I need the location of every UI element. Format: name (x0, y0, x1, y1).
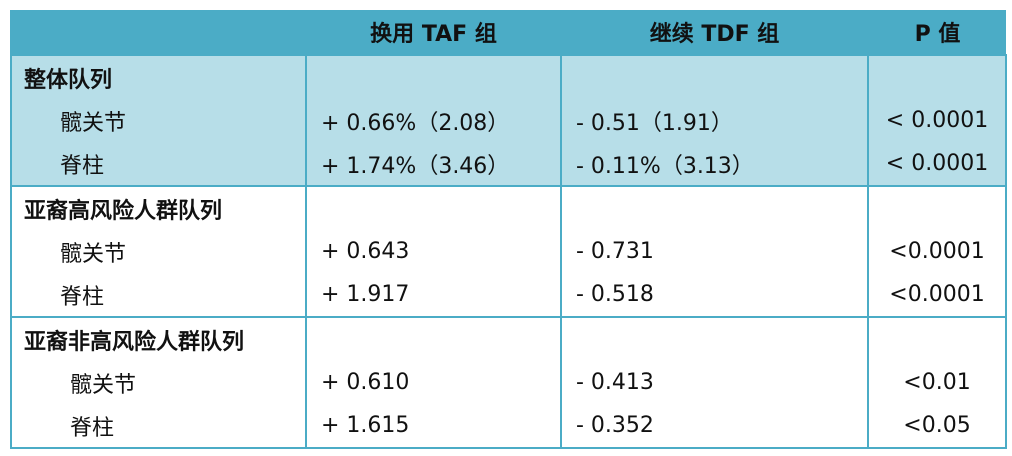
value-cell: < 0.0001 (867, 142, 1007, 187)
value-cell: - 0.518 (560, 273, 869, 318)
value-cell: <0.0001 (867, 230, 1007, 273)
group-title: 亚裔高风险人群队列 (10, 185, 307, 230)
empty-cell (867, 316, 1007, 361)
row-label: 髋关节 (10, 99, 307, 142)
data-row: 脊柱 + 1.615- 0.352 <0.05 (10, 404, 1007, 449)
value-cell: <0.05 (867, 404, 1007, 449)
value-cell: - 0.413 (560, 361, 869, 404)
group-title-row: 亚裔非高风险人群队列 (10, 316, 1007, 361)
value-cell: - 0.51（1.91） (560, 99, 869, 142)
row-label: 髋关节 (10, 361, 307, 404)
value-cell: + 1.74%（3.46） (305, 142, 562, 187)
header-cell: P 值 (867, 10, 1006, 55)
group-title-row: 整体队列 (10, 54, 1007, 99)
empty-cell (305, 185, 562, 230)
empty-cell (560, 185, 869, 230)
data-row: 髋关节 + 0.610- 0.413 <0.01 (10, 361, 1007, 404)
data-row: 脊柱 + 1.917- 0.518 <0.0001 (10, 273, 1007, 318)
results-table: 换用 TAF 组 继续 TDF 组 P 值 整体队列 髋关节 + 0.66%（2.0… (10, 10, 1007, 449)
value-cell: < 0.0001 (867, 99, 1007, 142)
value-cell: - 0.11%（3.13） (560, 142, 869, 187)
header-cell (10, 10, 306, 55)
table-container: 换用 TAF 组 继续 TDF 组 P 值 整体队列 髋关节 + 0.66%（2.0… (10, 10, 1007, 449)
empty-cell (867, 185, 1007, 230)
value-cell: + 0.643 (305, 230, 562, 273)
empty-cell (867, 54, 1007, 99)
header-cell: 继续 TDF 组 (560, 10, 868, 55)
value-cell: + 0.66%（2.08） (305, 99, 562, 142)
header-cell: 换用 TAF 组 (305, 10, 561, 55)
row-label: 髋关节 (10, 230, 307, 273)
data-row: 脊柱 + 1.74%（3.46） - 0.11%（3.13） < 0.0001 (10, 142, 1007, 187)
group-title-row: 亚裔高风险人群队列 (10, 185, 1007, 230)
data-row: 髋关节 + 0.643- 0.731 <0.0001 (10, 230, 1007, 273)
row-label: 脊柱 (10, 273, 307, 318)
group-title: 整体队列 (10, 54, 307, 99)
header-row: 换用 TAF 组 继续 TDF 组 P 值 (10, 10, 1006, 55)
value-cell: - 0.352 (560, 404, 869, 449)
value-cell: <0.01 (867, 361, 1007, 404)
value-cell: + 0.610 (305, 361, 562, 404)
data-row: 髋关节 + 0.66%（2.08） - 0.51（1.91） < 0.0001 (10, 99, 1007, 142)
value-cell: - 0.731 (560, 230, 869, 273)
value-cell: + 1.615 (305, 404, 562, 449)
group-title: 亚裔非高风险人群队列 (10, 316, 307, 361)
row-label: 脊柱 (10, 142, 307, 187)
empty-cell (560, 54, 869, 99)
value-cell: + 1.917 (305, 273, 562, 318)
row-label: 脊柱 (10, 404, 307, 449)
value-cell: <0.0001 (867, 273, 1007, 318)
empty-cell (305, 316, 562, 361)
empty-cell (560, 316, 869, 361)
empty-cell (305, 54, 562, 99)
